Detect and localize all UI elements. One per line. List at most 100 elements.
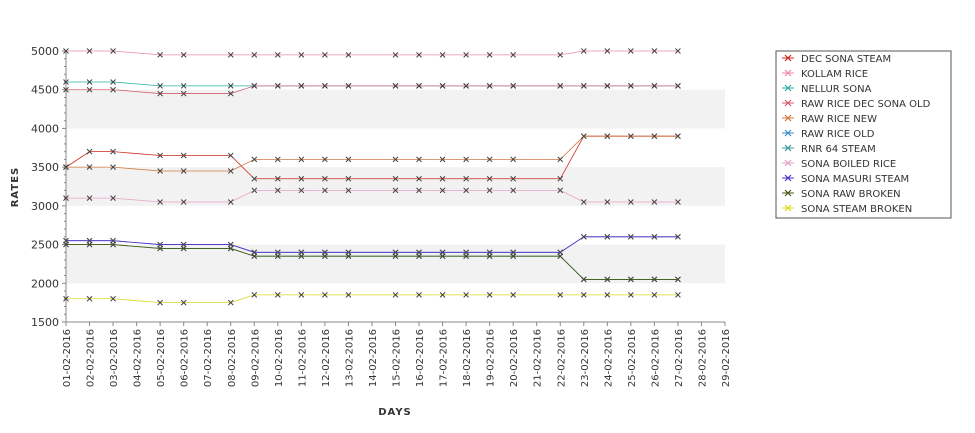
data-point [580,133,587,140]
legend-entry: KOLLAM RICE [782,69,868,80]
data-point [251,156,258,163]
data-point [463,175,469,182]
data-point [439,156,446,163]
data-point [322,292,328,298]
x-tick-label: 17-02-2016 [439,329,450,387]
data-point [227,199,234,205]
data-point [463,292,469,298]
data-point [580,199,587,205]
data-point [322,82,328,89]
data-point [510,187,517,194]
data-point [392,156,399,163]
legend-entry: NELLUR SONA [782,84,872,95]
x-tick-label: 05-02-2016 [156,329,167,387]
data-point [345,187,352,194]
x-tick-label: 03-02-2016 [109,329,120,387]
data-point [157,199,163,205]
data-point [180,82,187,89]
x-tick-label: 18-02-2016 [462,329,473,387]
series-sona-boiled-rice [63,187,681,205]
data-point [322,52,328,58]
series-sona-steam-broken [63,292,681,306]
x-tick-label: 24-02-2016 [603,329,614,387]
x-tick-label: 16-02-2016 [415,329,426,387]
data-point [157,52,163,58]
data-point [227,52,234,58]
data-point [510,253,517,260]
data-point [463,82,469,89]
legend-entry: RAW RICE OLD [782,129,875,140]
data-point [392,52,399,58]
y-tick-label: 2000 [31,277,59,290]
data-point [63,195,69,201]
data-point [604,48,611,54]
data-point [580,48,587,54]
data-point [675,276,681,283]
data-point [392,187,399,194]
data-point [392,82,399,89]
data-point [86,195,93,201]
x-tick-label: 15-02-2016 [392,329,403,387]
series-sona-raw-broken [63,241,681,283]
data-point [180,168,187,174]
grid-band [66,89,725,129]
data-point [63,241,69,248]
data-point [86,79,93,85]
y-tick-label: 3500 [31,161,59,174]
x-tick-label: 22-02-2016 [556,329,567,387]
data-point [345,253,352,260]
series-raw-rice-dec-sona-old [63,82,681,97]
data-point [675,48,681,54]
data-point [416,292,422,298]
data-point [180,52,187,58]
y-tick-label: 4000 [31,122,59,135]
data-point [510,175,517,182]
data-point [392,253,399,260]
data-point [274,292,281,298]
legend-entry: RNR 64 STEAM [782,144,876,155]
data-point [110,79,116,85]
data-point [86,164,93,170]
legend-swatch-marker [784,189,792,197]
data-point [557,253,564,260]
y-tick-label: 5000 [31,45,59,58]
legend-swatch-marker [784,129,792,137]
series-group [63,48,681,306]
legend-entry: RAW RICE NEW [782,114,877,125]
data-point [322,187,328,194]
data-point [157,168,163,174]
data-point [510,82,517,89]
legend-label: RAW RICE DEC SONA OLD [801,99,931,110]
x-tick-label: 02-02-2016 [86,329,97,387]
data-point [510,292,517,298]
data-point [580,276,587,283]
series-raw-rice-new [63,133,681,174]
data-point [439,187,446,194]
data-point [227,82,234,89]
data-point [110,148,116,155]
legend-swatch-marker [784,159,792,167]
legend-swatch-marker [784,54,792,62]
data-point [675,133,681,140]
data-point [298,253,305,260]
data-point [557,187,564,194]
data-point [345,82,352,89]
data-point [651,133,658,140]
data-point [227,90,234,97]
data-point [628,292,634,298]
data-point [86,295,93,302]
data-point [227,168,234,174]
data-point [651,292,658,298]
data-point [180,199,187,205]
data-point [651,199,658,205]
data-point [628,233,634,240]
legend-entry: SONA BOILED RICE [782,159,896,170]
data-point [180,245,187,252]
data-point [416,52,422,58]
data-point [628,133,634,140]
data-point [486,52,493,58]
data-point [110,195,116,201]
data-point [180,299,187,306]
data-point [580,82,587,89]
x-tick-label: 26-02-2016 [650,329,661,387]
